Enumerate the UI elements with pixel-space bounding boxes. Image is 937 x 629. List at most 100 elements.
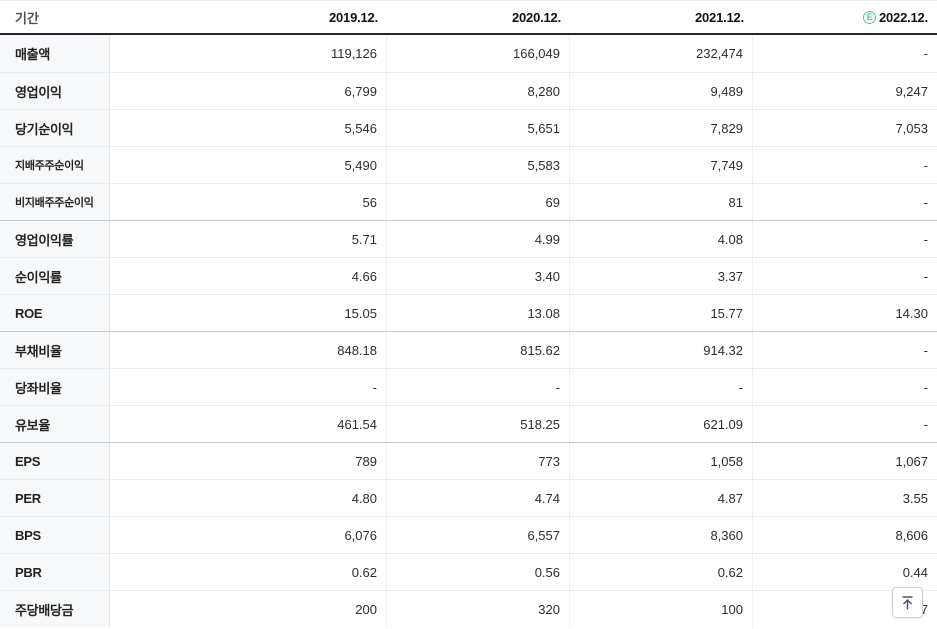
table-row: ROE 15.05 13.08 15.77 14.30 bbox=[0, 294, 937, 331]
cell-value: 848.18 bbox=[110, 332, 387, 368]
table-row: 순이익률 4.66 3.40 3.37 - bbox=[0, 257, 937, 294]
row-label: 순이익률 bbox=[0, 258, 110, 294]
cell-value: - bbox=[923, 416, 928, 432]
cell-value: 6,557 bbox=[387, 517, 570, 553]
column-header-2019: 2019.12. bbox=[110, 1, 387, 33]
cell-value: - bbox=[923, 342, 928, 358]
table-row: 부채비율 848.18 815.62 914.32 - bbox=[0, 331, 937, 368]
cell-value: - bbox=[923, 379, 928, 395]
cell-value: 3.40 bbox=[387, 258, 570, 294]
cell-value: 815.62 bbox=[387, 332, 570, 368]
table-row: 당기순이익 5,546 5,651 7,829 7,053 bbox=[0, 109, 937, 146]
cell-value: 0.44 bbox=[902, 564, 928, 580]
cell-value: 8,360 bbox=[570, 517, 753, 553]
table-row: EPS 789 773 1,058 1,067 bbox=[0, 442, 937, 479]
column-header-2020: 2020.12. bbox=[387, 1, 570, 33]
cell-value: 461.54 bbox=[110, 406, 387, 442]
row-label: 주당배당금 bbox=[0, 591, 110, 627]
cell-value: 13.08 bbox=[387, 295, 570, 331]
table-row: 당좌비율 - - - - bbox=[0, 368, 937, 405]
row-label: 영업이익률 bbox=[0, 221, 110, 257]
cell-value: 7,829 bbox=[570, 110, 753, 146]
row-label: 당좌비율 bbox=[0, 369, 110, 405]
cell-value: 14.30 bbox=[895, 305, 928, 321]
column-header-label: 2019.12. bbox=[328, 9, 378, 25]
cell-value: - bbox=[387, 369, 570, 405]
row-label: 당기순이익 bbox=[0, 110, 110, 146]
cell-value: 0.62 bbox=[570, 554, 753, 590]
cell-value: 9,489 bbox=[570, 73, 753, 109]
cell-value: 8,280 bbox=[387, 73, 570, 109]
cell-value: 4.74 bbox=[387, 480, 570, 516]
cell-value: 7,749 bbox=[570, 147, 753, 183]
cell-value: 5,490 bbox=[110, 147, 387, 183]
scroll-to-top-button[interactable] bbox=[892, 587, 923, 618]
row-label: PBR bbox=[0, 554, 110, 590]
cell-value: 7 bbox=[920, 601, 928, 617]
cell-value: 7,053 bbox=[895, 120, 928, 136]
cell-value: - bbox=[570, 369, 753, 405]
cell-value: 4.87 bbox=[570, 480, 753, 516]
column-header-label: 2020.12. bbox=[511, 9, 561, 25]
cell-value: - bbox=[110, 369, 387, 405]
table-row: 매출액 119,126 166,049 232,474 - bbox=[0, 35, 937, 72]
table-body: 매출액 119,126 166,049 232,474 - 영업이익 6,799… bbox=[0, 35, 937, 627]
table-row: PBR 0.62 0.56 0.62 0.44 bbox=[0, 553, 937, 590]
cell-value: 3.55 bbox=[902, 490, 928, 506]
table-row: 영업이익 6,799 8,280 9,489 9,247 bbox=[0, 72, 937, 109]
cell-value: 8,606 bbox=[895, 527, 928, 543]
table-row: 유보율 461.54 518.25 621.09 - bbox=[0, 405, 937, 442]
cell-value: 3.37 bbox=[570, 258, 753, 294]
cell-value: 56 bbox=[110, 184, 387, 220]
cell-value: 15.05 bbox=[110, 295, 387, 331]
cell-value: 232,474 bbox=[570, 35, 753, 72]
column-header-label: 2022.12. bbox=[878, 9, 928, 25]
cell-value: 0.56 bbox=[387, 554, 570, 590]
cell-value: 0.62 bbox=[110, 554, 387, 590]
cell-value: 914.32 bbox=[570, 332, 753, 368]
table-row: 주당배당금 200 320 100 7 bbox=[0, 590, 937, 627]
column-header-label: 2021.12. bbox=[694, 9, 744, 25]
row-label: BPS bbox=[0, 517, 110, 553]
cell-value: 320 bbox=[387, 591, 570, 627]
row-label: ROE bbox=[0, 295, 110, 331]
row-label: 지배주주순이익 bbox=[0, 147, 110, 183]
row-label: PER bbox=[0, 480, 110, 516]
row-label: 매출액 bbox=[0, 35, 110, 72]
cell-value: 69 bbox=[387, 184, 570, 220]
cell-value: 1,058 bbox=[570, 443, 753, 479]
cell-value: - bbox=[923, 46, 928, 61]
cell-value: 4.99 bbox=[387, 221, 570, 257]
cell-value: 166,049 bbox=[387, 35, 570, 72]
table-header-row: 기간 2019.12. 2020.12. 2021.12. E 2022.12. bbox=[0, 0, 937, 35]
row-label: 영업이익 bbox=[0, 73, 110, 109]
cell-value: - bbox=[923, 157, 928, 173]
cell-value: 1,067 bbox=[895, 453, 928, 469]
cell-value: 4.80 bbox=[110, 480, 387, 516]
cell-value: 100 bbox=[570, 591, 753, 627]
cell-value: - bbox=[923, 194, 928, 210]
arrow-up-to-line-icon bbox=[900, 595, 915, 611]
estimate-badge-icon: E bbox=[862, 10, 876, 24]
cell-value: 9,247 bbox=[895, 83, 928, 99]
row-label: 부채비율 bbox=[0, 332, 110, 368]
table-row: BPS 6,076 6,557 8,360 8,606 bbox=[0, 516, 937, 553]
cell-value: 119,126 bbox=[110, 35, 387, 72]
cell-value: - bbox=[923, 231, 928, 247]
row-label: 유보율 bbox=[0, 406, 110, 442]
cell-value: - bbox=[923, 268, 928, 284]
cell-value: 789 bbox=[110, 443, 387, 479]
cell-value: 773 bbox=[387, 443, 570, 479]
table-row: 영업이익률 5.71 4.99 4.08 - bbox=[0, 220, 937, 257]
table-row: 비지배주주순이익 56 69 81 - bbox=[0, 183, 937, 220]
cell-value: 5,583 bbox=[387, 147, 570, 183]
cell-value: 5.71 bbox=[110, 221, 387, 257]
column-header-2021: 2021.12. bbox=[570, 1, 753, 33]
cell-value: 5,546 bbox=[110, 110, 387, 146]
cell-value: 6,076 bbox=[110, 517, 387, 553]
table-row: 지배주주순이익 5,490 5,583 7,749 - bbox=[0, 146, 937, 183]
cell-value: 4.08 bbox=[570, 221, 753, 257]
column-header-2022-estimate: E 2022.12. bbox=[753, 1, 937, 33]
